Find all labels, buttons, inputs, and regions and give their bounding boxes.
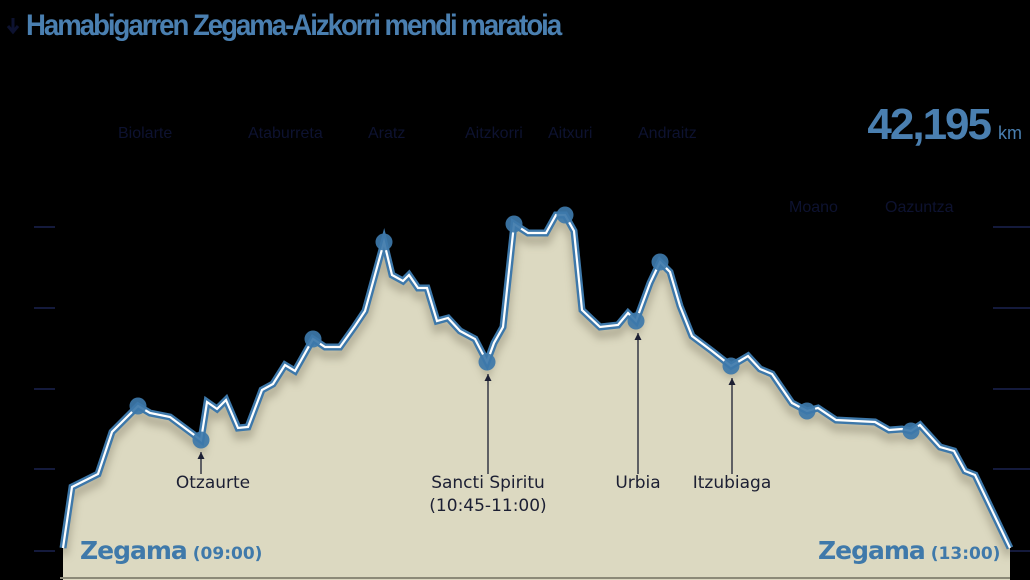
distance-value: 42,195 bbox=[867, 100, 992, 149]
waypoint-marker bbox=[129, 397, 147, 415]
waypoint-marker bbox=[798, 402, 816, 420]
page-title: Hamabigarren Zegama-Aizkorri mendi marat… bbox=[26, 9, 562, 42]
waypoint-marker bbox=[902, 422, 920, 440]
waypoint-marker bbox=[505, 215, 523, 233]
peak-label: Moano bbox=[789, 199, 838, 216]
waypoint-time: (10:45-11:00) bbox=[429, 496, 547, 516]
peak-label: Aratz bbox=[368, 125, 406, 142]
waypoint-marker bbox=[192, 431, 210, 449]
arrow-up-icon bbox=[634, 333, 642, 340]
waypoint-markers bbox=[129, 206, 920, 449]
waypoint-name: Sancti Spiritu bbox=[431, 473, 545, 493]
finish-label: Zegama (13:00) bbox=[818, 536, 1000, 565]
peak-label: Oazuntza bbox=[885, 199, 954, 216]
total-distance: 42,195 km bbox=[867, 100, 1022, 150]
peak-label: Andraitz bbox=[638, 125, 697, 142]
waypoint-annotation: Sancti Spiritu (10:45-11:00) bbox=[429, 472, 546, 518]
waypoint-annotation: Otzaurte bbox=[176, 472, 250, 495]
arrow-up-icon bbox=[484, 374, 492, 381]
arrow-down-icon bbox=[4, 12, 22, 40]
peak-label: Aitzkorri bbox=[465, 125, 523, 142]
annotation-arrows bbox=[197, 333, 736, 474]
waypoint-annotation: Itzubiaga bbox=[693, 472, 772, 495]
waypoint-marker bbox=[304, 330, 322, 348]
waypoint-name: Otzaurte bbox=[175, 473, 251, 493]
peak-label: Biolarte bbox=[118, 125, 173, 142]
peak-label: Ataburreta bbox=[248, 125, 323, 142]
title-row: Hamabigarren Zegama-Aizkorri mendi marat… bbox=[4, 6, 607, 46]
arrow-up-icon bbox=[728, 378, 736, 385]
waypoint-marker bbox=[375, 233, 393, 251]
finish-name: Zegama bbox=[818, 536, 926, 565]
waypoint-marker bbox=[722, 357, 740, 375]
start-label: Zegama (09:00) bbox=[80, 536, 262, 565]
peak-label: Aitxuri bbox=[548, 125, 593, 142]
start-time: (09:00) bbox=[192, 544, 263, 564]
waypoint-marker bbox=[627, 312, 645, 330]
waypoint-marker bbox=[478, 353, 496, 371]
waypoint-marker bbox=[651, 253, 669, 271]
waypoint-marker bbox=[556, 206, 574, 224]
arrow-up-icon bbox=[197, 452, 205, 459]
y-axis-ticks bbox=[34, 226, 1030, 552]
start-name: Zegama bbox=[80, 536, 188, 565]
profile-area bbox=[63, 215, 1010, 580]
distance-unit: km bbox=[998, 123, 1022, 143]
waypoint-name: Urbia bbox=[615, 473, 661, 493]
finish-time: (13:00) bbox=[930, 544, 1001, 564]
waypoint-annotation: Urbia bbox=[615, 472, 660, 495]
waypoint-name: Itzubiaga bbox=[692, 473, 772, 493]
